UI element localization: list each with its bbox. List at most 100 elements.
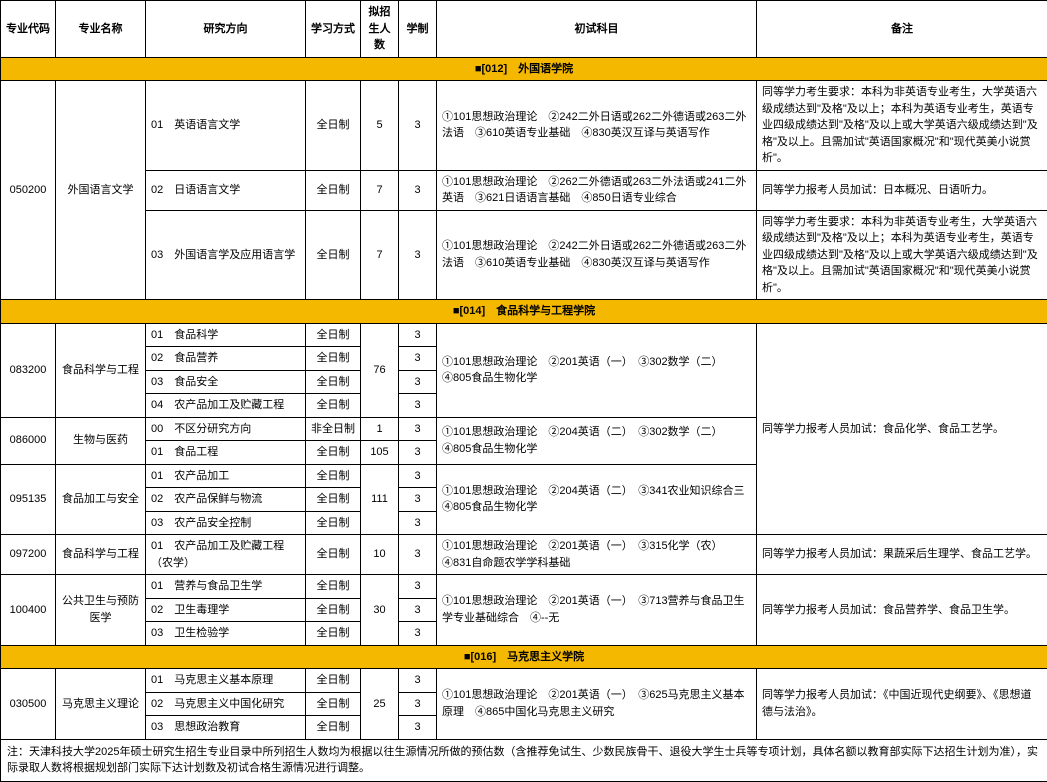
cell-subjects: ①101思想政治理论 ②262二外德语或263二外法语或241二外英语 ③621…	[437, 170, 757, 210]
cell-remarks: 同等学力考生要求：本科为非英语专业考生，大学英语六级成绩达到"及格"及以上；本科…	[757, 81, 1047, 171]
table-row: 030500 马克思主义理论 01 马克思主义基本原理 全日制 25 3 ①10…	[1, 669, 1047, 693]
cell-name: 食品加工与安全	[56, 464, 146, 535]
cell-subjects: ①101思想政治理论 ②201英语（一） ③302数学（二） ④805食品生物化…	[437, 323, 757, 417]
cell-system: 3	[399, 692, 437, 716]
cell-direction: 03 食品安全	[146, 370, 306, 394]
cell-system: 3	[399, 669, 437, 693]
cell-direction: 02 马克思主义中国化研究	[146, 692, 306, 716]
cell-direction: 01 营养与食品卫生学	[146, 575, 306, 599]
header-row: 专业代码 专业名称 研究方向 学习方式 拟招生人数 学制 初试科目 备注	[1, 1, 1047, 58]
hdr-code: 专业代码	[1, 1, 56, 58]
cell-system: 3	[399, 370, 437, 394]
cell-mode: 全日制	[306, 535, 361, 575]
cell-mode: 全日制	[306, 210, 361, 300]
cell-name: 马克思主义理论	[56, 669, 146, 740]
cell-system: 3	[399, 441, 437, 465]
cell-remarks: 同等学力报考人员加试：食品化学、食品工艺学。	[757, 323, 1047, 535]
cell-code: 083200	[1, 323, 56, 417]
cell-system: 3	[399, 575, 437, 599]
cell-remarks: 同等学力考生要求：本科为非英语专业考生，大学英语六级成绩达到"及格"及以上；本科…	[757, 210, 1047, 300]
hdr-subjects: 初试科目	[437, 1, 757, 58]
cell-direction: 02 日语语言文学	[146, 170, 306, 210]
cell-mode: 全日制	[306, 464, 361, 488]
cell-system: 3	[399, 488, 437, 512]
cell-direction: 03 外国语言学及应用语言学	[146, 210, 306, 300]
table-row: 02 日语语言文学 全日制 7 3 ①101思想政治理论 ②262二外德语或26…	[1, 170, 1047, 210]
cell-mode: 全日制	[306, 488, 361, 512]
cell-mode: 全日制	[306, 441, 361, 465]
cell-code: 030500	[1, 669, 56, 740]
cell-direction: 01 农产品加工	[146, 464, 306, 488]
cell-system: 3	[399, 170, 437, 210]
cell-subjects: ①101思想政治理论 ②201英语（一） ③625马克思主义基本原理 ④865中…	[437, 669, 757, 740]
cell-mode: 全日制	[306, 669, 361, 693]
cell-system: 3	[399, 394, 437, 418]
cell-system: 3	[399, 347, 437, 371]
cell-mode: 全日制	[306, 323, 361, 347]
cell-subjects: ①101思想政治理论 ②242二外日语或262二外德语或263二外法语 ③610…	[437, 210, 757, 300]
cell-enroll: 105	[361, 441, 399, 465]
cell-name: 食品科学与工程	[56, 323, 146, 417]
hdr-direction: 研究方向	[146, 1, 306, 58]
cell-system: 3	[399, 622, 437, 646]
cell-system: 3	[399, 598, 437, 622]
section-012-header: ■[012] 外国语学院	[1, 57, 1047, 81]
table-row: 03 外国语言学及应用语言学 全日制 7 3 ①101思想政治理论 ②242二外…	[1, 210, 1047, 300]
cell-system: 3	[399, 535, 437, 575]
cell-mode: 全日制	[306, 347, 361, 371]
cell-system: 3	[399, 210, 437, 300]
cell-remarks: 同等学力报考人员加试：食品营养学、食品卫生学。	[757, 575, 1047, 646]
section-016-header: ■[016] 马克思主义学院	[1, 645, 1047, 669]
cell-mode: 全日制	[306, 370, 361, 394]
cell-remarks: 同等学力报考人员加试：果蔬采后生理学、食品工艺学。	[757, 535, 1047, 575]
cell-code: 100400	[1, 575, 56, 646]
cell-enroll: 25	[361, 669, 399, 740]
cell-mode: 全日制	[306, 716, 361, 740]
cell-direction: 02 卫生毒理学	[146, 598, 306, 622]
hdr-system: 学制	[399, 1, 437, 58]
table-row: 100400 公共卫生与预防医学 01 营养与食品卫生学 全日制 30 3 ①1…	[1, 575, 1047, 599]
cell-code: 086000	[1, 417, 56, 464]
cell-direction: 01 食品工程	[146, 441, 306, 465]
hdr-mode: 学习方式	[306, 1, 361, 58]
cell-mode: 全日制	[306, 511, 361, 535]
cell-mode: 全日制	[306, 598, 361, 622]
cell-direction: 03 农产品安全控制	[146, 511, 306, 535]
cell-enroll: 111	[361, 464, 399, 535]
cell-direction: 00 不区分研究方向	[146, 417, 306, 441]
table-row: 083200 食品科学与工程 01 食品科学 全日制 76 3 ①101思想政治…	[1, 323, 1047, 347]
cell-system: 3	[399, 511, 437, 535]
cell-system: 3	[399, 417, 437, 441]
table-row: 050200 外国语言文学 01 英语语言文学 全日制 5 3 ①101思想政治…	[1, 81, 1047, 171]
cell-subjects: ①101思想政治理论 ②204英语（二） ③302数学（二） ④805食品生物化…	[437, 417, 757, 464]
cell-name: 食品科学与工程	[56, 535, 146, 575]
section-014-header: ■[014] 食品科学与工程学院	[1, 300, 1047, 324]
cell-code: 050200	[1, 81, 56, 300]
cell-mode: 全日制	[306, 170, 361, 210]
cell-mode: 全日制	[306, 394, 361, 418]
cell-direction: 01 食品科学	[146, 323, 306, 347]
cell-subjects: ①101思想政治理论 ②242二外日语或262二外德语或263二外法语 ③610…	[437, 81, 757, 171]
cell-mode: 全日制	[306, 81, 361, 171]
cell-mode: 全日制	[306, 622, 361, 646]
cell-subjects: ①101思想政治理论 ②201英语（一） ③713营养与食品卫生学专业基础综合 …	[437, 575, 757, 646]
cell-system: 3	[399, 464, 437, 488]
cell-remarks: 同等学力报考人员加试：《中国近现代史纲要》、《思想道德与法治》。	[757, 669, 1047, 740]
cell-direction: 03 思想政治教育	[146, 716, 306, 740]
cell-enroll: 76	[361, 323, 399, 417]
cell-direction: 02 农产品保鲜与物流	[146, 488, 306, 512]
cell-remarks: 同等学力报考人员加试：日本概况、日语听力。	[757, 170, 1047, 210]
cell-subjects: ①101思想政治理论 ②201英语（一） ③315化学（农） ④831自命题农学…	[437, 535, 757, 575]
cell-mode: 全日制	[306, 575, 361, 599]
cell-name: 公共卫生与预防医学	[56, 575, 146, 646]
cell-subjects: ①101思想政治理论 ②204英语（二） ③341农业知识综合三 ④805食品生…	[437, 464, 757, 535]
cell-enroll: 10	[361, 535, 399, 575]
cell-enroll: 30	[361, 575, 399, 646]
cell-enroll: 1	[361, 417, 399, 441]
cell-direction: 03 卫生检验学	[146, 622, 306, 646]
hdr-name: 专业名称	[56, 1, 146, 58]
cell-name: 外国语言文学	[56, 81, 146, 300]
cell-direction: 01 马克思主义基本原理	[146, 669, 306, 693]
cell-mode: 全日制	[306, 692, 361, 716]
hdr-enroll: 拟招生人数	[361, 1, 399, 58]
